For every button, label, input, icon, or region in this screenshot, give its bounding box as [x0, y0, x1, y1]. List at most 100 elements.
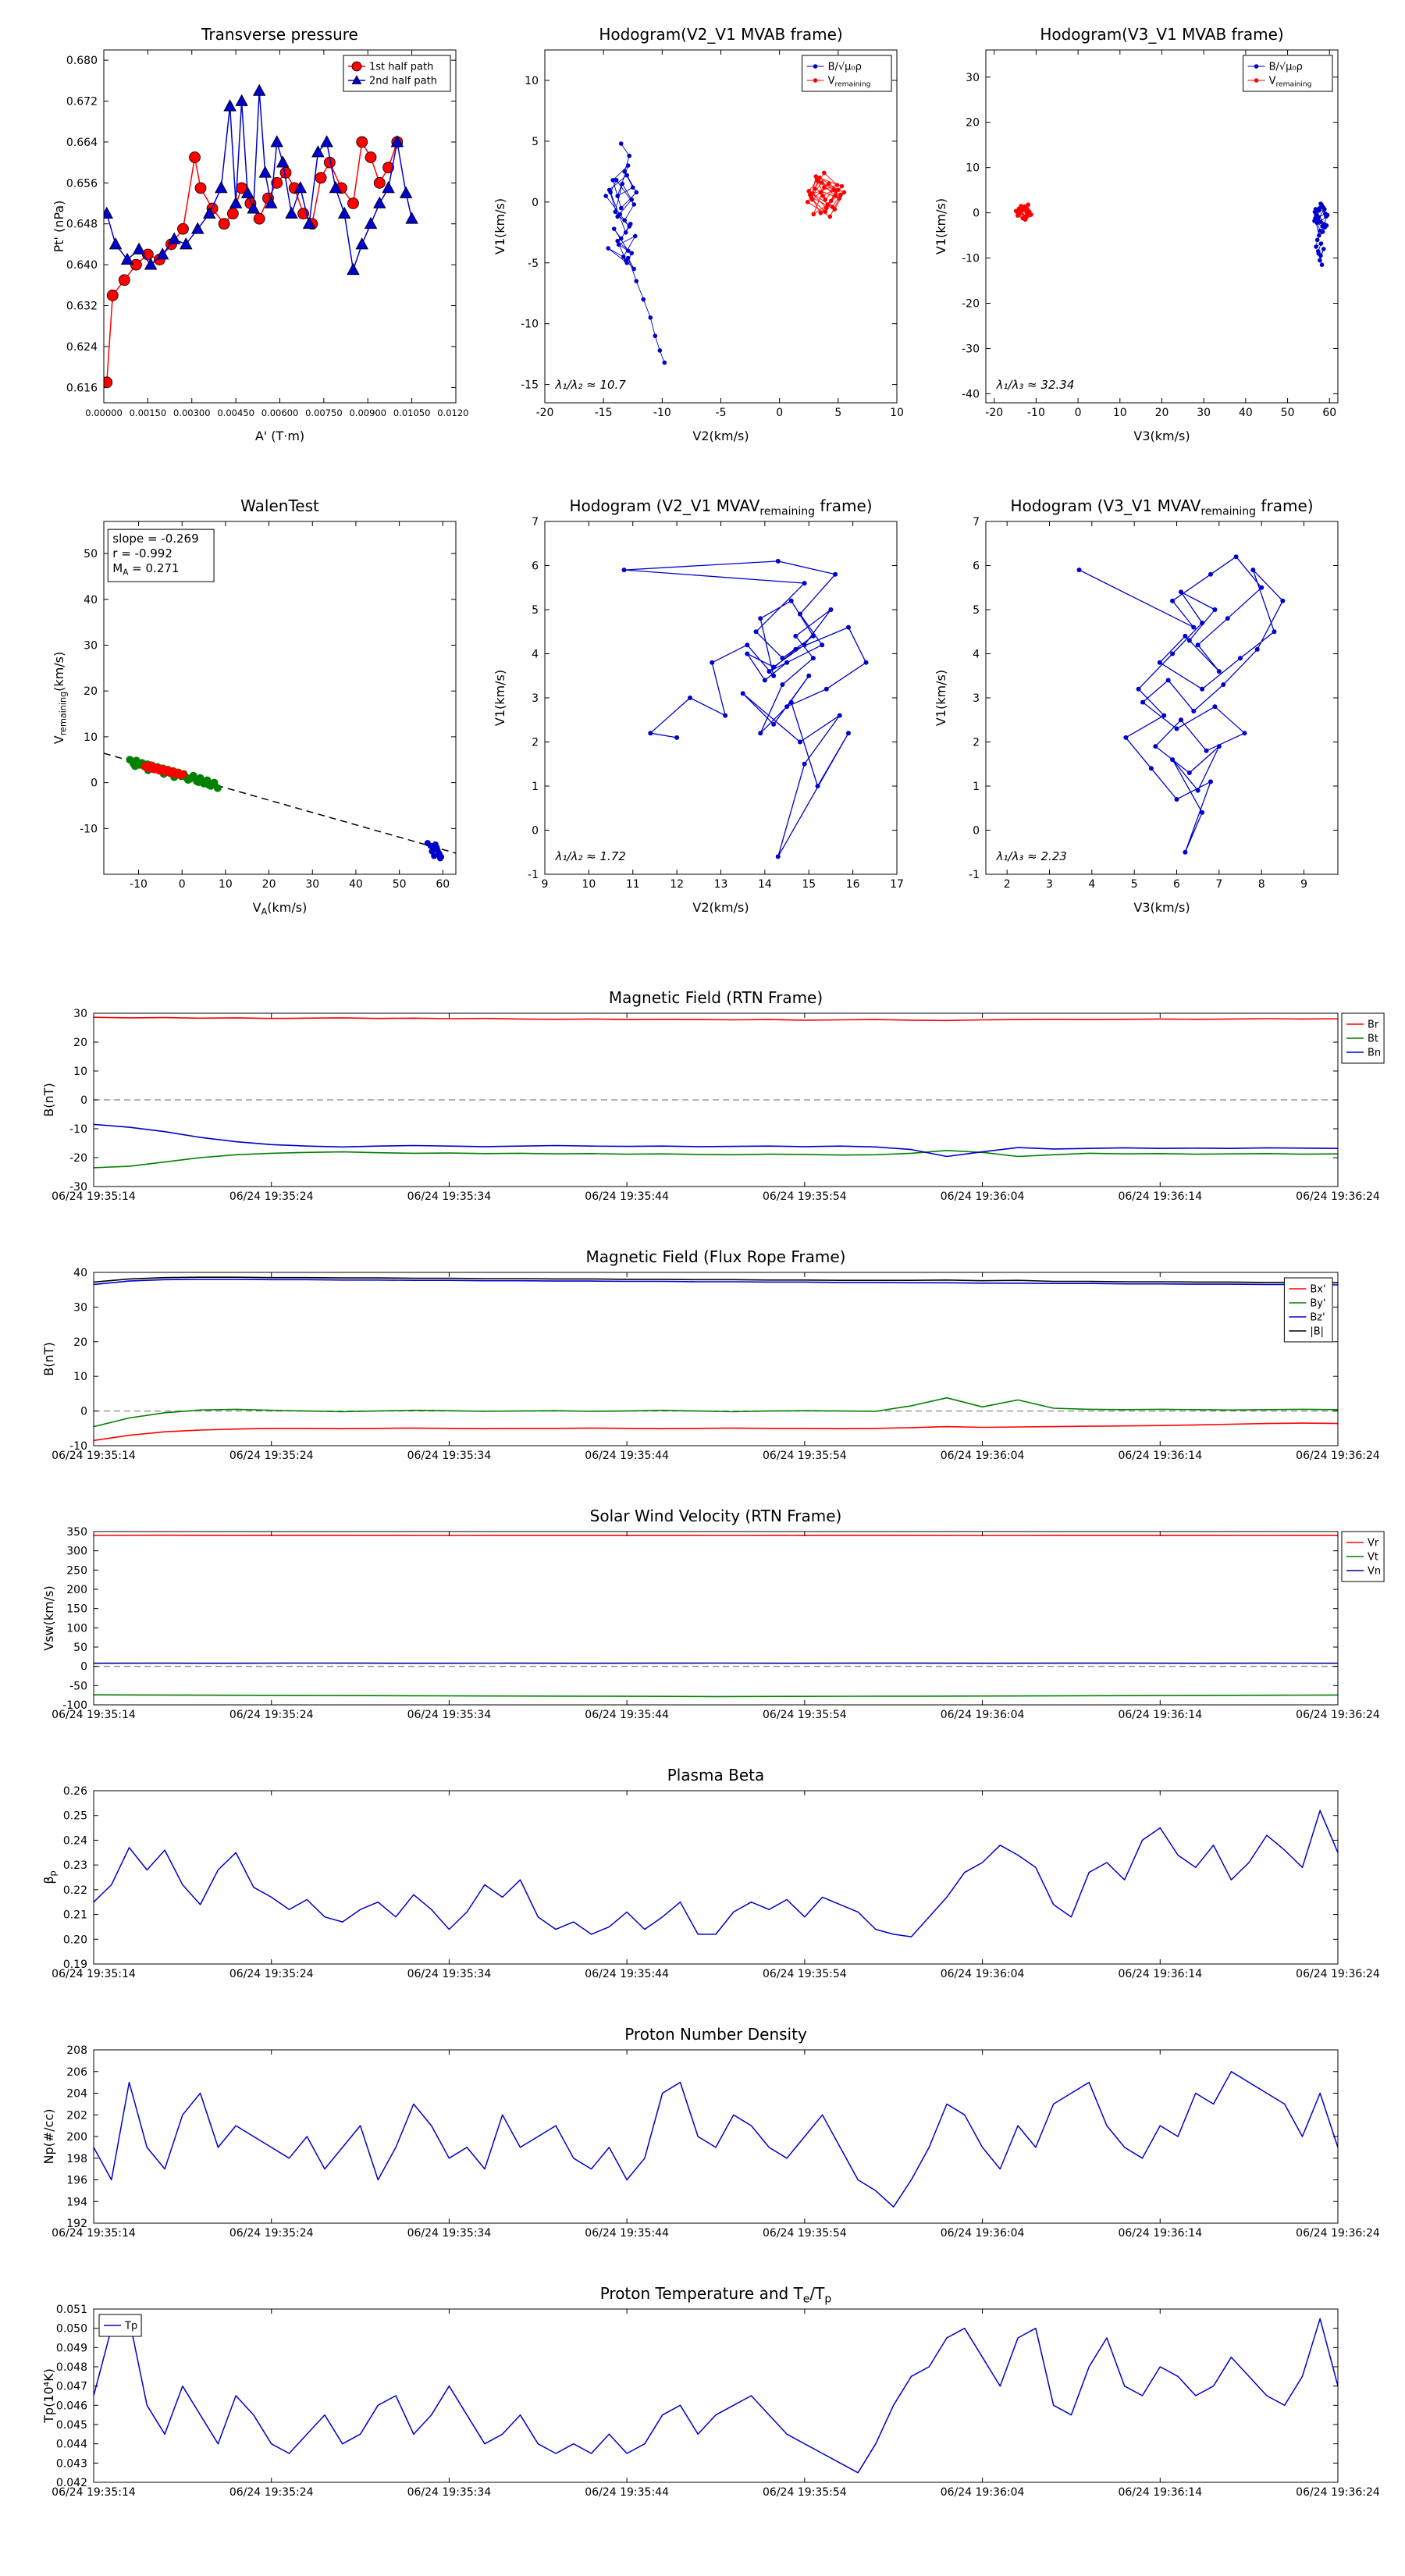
svg-text:0.680: 0.680: [66, 55, 98, 67]
svg-text:0.00600: 0.00600: [261, 407, 299, 418]
svg-text:06/24 19:35:34: 06/24 19:35:34: [407, 1450, 492, 1462]
svg-text:0.23: 0.23: [63, 1859, 87, 1872]
svg-text:0.049: 0.049: [56, 2342, 87, 2354]
svg-text:300: 300: [66, 1546, 87, 1558]
svg-text:4: 4: [973, 649, 980, 661]
svg-text:0.21: 0.21: [63, 1909, 87, 1922]
svg-text:0.00450: 0.00450: [217, 407, 254, 418]
svg-text:20: 20: [1155, 407, 1169, 419]
svg-text:-10: -10: [962, 253, 980, 265]
svg-text:20: 20: [966, 117, 980, 130]
svg-text:06/24 19:36:04: 06/24 19:36:04: [941, 1450, 1025, 1462]
solar-wind-velocity-panel: 06/24 19:35:14 06/24 19:35:24 06/24 19:35:…: [31, 1503, 1389, 1738]
svg-text:0: 0: [179, 878, 186, 891]
svg-text:0.046: 0.046: [56, 2400, 87, 2412]
svg-text:06/24 19:36:04: 06/24 19:36:04: [941, 1709, 1025, 1721]
hodogram-v2v1-mvab-chart: -20 -15 -10 -5 0 5 10 -15 -10 -5 0 5 10 Hodogram(V2_V…: [476, 14, 909, 451]
svg-text:06/24 19:36:14: 06/24 19:36:14: [1118, 2486, 1202, 2499]
svg-text:10: 10: [890, 407, 904, 419]
svg-text:30: 30: [305, 878, 319, 891]
svg-text:10: 10: [582, 878, 596, 891]
svg-text:9: 9: [542, 878, 549, 891]
svg-text:0.656: 0.656: [66, 177, 98, 190]
svg-text:40: 40: [349, 878, 363, 891]
svg-text:06/24 19:36:24: 06/24 19:36:24: [1296, 2486, 1380, 2499]
svg-text:06/24 19:35:44: 06/24 19:35:44: [585, 2486, 669, 2499]
svg-text:Hodogram(V3_V1 MVAB frame): Hodogram(V3_V1 MVAB frame): [1040, 25, 1283, 44]
svg-text:50: 50: [84, 548, 98, 560]
svg-text:5: 5: [532, 604, 539, 617]
svg-text:06/24 19:35:34: 06/24 19:35:34: [407, 2227, 492, 2240]
svg-text:0.25: 0.25: [63, 1810, 87, 1823]
svg-text:λ₁/λ₂ ≈ 10.7: λ₁/λ₂ ≈ 10.7: [555, 378, 627, 392]
svg-text:06/24 19:36:14: 06/24 19:36:14: [1118, 1190, 1202, 1203]
svg-text:10: 10: [84, 731, 98, 744]
walen-test-chart: -10 0 10 20 30 40 50 60 -10 0 10 20 30 40 50 WalenTest V…: [35, 486, 468, 923]
hodogram-v3v1-mvav-chart: 2 3 4 5 6 7 8 9 -1 0 1 2 3 4 5 6 7 Hodogram (V3_V1 MVAVre…: [917, 486, 1350, 923]
svg-text:15: 15: [802, 878, 816, 891]
svg-text:3: 3: [973, 692, 980, 705]
svg-text:βp: βp: [41, 1870, 59, 1884]
svg-text:0.00150: 0.00150: [130, 407, 167, 418]
svg-text:V3(km/s): V3(km/s): [1133, 900, 1190, 915]
svg-text:Plasma Beta: Plasma Beta: [667, 1766, 765, 1784]
svg-text:20: 20: [84, 685, 98, 698]
svg-text:06/24 19:36:24: 06/24 19:36:24: [1296, 2227, 1380, 2240]
svg-text:Transverse pressure: Transverse pressure: [201, 25, 358, 44]
svg-text:WalenTest: WalenTest: [240, 496, 319, 515]
svg-text:λ₁/λ₃ ≈ 32.34: λ₁/λ₃ ≈ 32.34: [996, 378, 1075, 392]
svg-text:06/24 19:36:04: 06/24 19:36:04: [941, 2486, 1025, 2499]
svg-text:V1(km/s): V1(km/s): [934, 198, 948, 254]
svg-text:6: 6: [532, 560, 539, 573]
svg-text:0.045: 0.045: [56, 2419, 87, 2432]
svg-text:250: 250: [66, 1564, 87, 1577]
walen-test-svg: -10 0 10 20 30 40 50 60 -10 0 10 20 30 40 50 WalenTest V…: [52, 496, 457, 917]
svg-text:0: 0: [91, 777, 98, 790]
proton-density-svg: 06/24 19:35:14 06/24 19:35:24 06/24 19:35:…: [41, 2025, 1380, 2240]
svg-text:0.648: 0.648: [66, 219, 98, 231]
svg-text:-10: -10: [521, 318, 539, 331]
svg-text:VA(km/s): VA(km/s): [253, 900, 308, 917]
svg-text:-5: -5: [716, 407, 727, 419]
svg-text:06/24 19:36:04: 06/24 19:36:04: [941, 2227, 1025, 2240]
svg-text:06/24 19:35:14: 06/24 19:35:14: [52, 1450, 136, 1462]
svg-text:-1: -1: [969, 869, 980, 881]
svg-text:06/24 19:35:24: 06/24 19:35:24: [229, 1968, 314, 1980]
svg-text:192: 192: [66, 2218, 87, 2230]
svg-text:206: 206: [66, 2066, 87, 2079]
svg-text:40: 40: [73, 1267, 87, 1279]
mag-fluxrope-svg: 06/24 19:35:14 06/24 19:35:24 06/24 19:35:…: [41, 1247, 1380, 1462]
svg-text:V3(km/s): V3(km/s): [1133, 429, 1190, 443]
svg-text:-50: -50: [69, 1680, 87, 1692]
svg-text:2nd half path: 2nd half path: [369, 76, 437, 87]
svg-text:0.24: 0.24: [63, 1834, 87, 1847]
svg-text:Vr: Vr: [1368, 1538, 1379, 1550]
svg-text:0: 0: [80, 1094, 87, 1107]
hodogram-v3v1-mvav-svg: 2 3 4 5 6 7 8 9 -1 0 1 2 3 4 5 6 7 Hodogram (V3_V1 MVAVre…: [934, 496, 1339, 915]
svg-text:-100: -100: [62, 1699, 87, 1712]
magnetic-field-rtn-panel: 06/24 19:35:14 06/24 19:35:24 06/24 19:35:…: [31, 985, 1389, 1219]
svg-text:06/24 19:35:54: 06/24 19:35:54: [763, 1450, 847, 1462]
svg-text:0.042: 0.042: [56, 2477, 87, 2489]
svg-text:10: 10: [525, 75, 539, 87]
svg-text:0.044: 0.044: [56, 2439, 87, 2451]
svg-text:7: 7: [1215, 878, 1222, 891]
svg-text:11: 11: [626, 878, 640, 891]
svg-text:V1(km/s): V1(km/s): [493, 198, 507, 254]
svg-text:By': By': [1310, 1298, 1325, 1310]
svg-text:-20: -20: [962, 298, 980, 311]
svg-text:Vremaining: Vremaining: [1269, 76, 1312, 89]
svg-text:Vt: Vt: [1368, 1552, 1378, 1564]
svg-text:Vremaining: Vremaining: [828, 76, 871, 89]
svg-text:06/24 19:35:24: 06/24 19:35:24: [229, 2486, 314, 2499]
svg-text:Tp(10⁴K): Tp(10⁴K): [41, 2368, 56, 2424]
svg-text:06/24 19:35:44: 06/24 19:35:44: [585, 1968, 669, 1980]
svg-text:0.20: 0.20: [63, 1934, 87, 1946]
svg-text:202: 202: [66, 2109, 87, 2122]
svg-text:204: 204: [66, 2088, 87, 2101]
svg-text:0.051: 0.051: [56, 2304, 87, 2316]
svg-text:06/24 19:35:34: 06/24 19:35:34: [407, 1190, 492, 1203]
svg-text:198: 198: [66, 2153, 87, 2165]
